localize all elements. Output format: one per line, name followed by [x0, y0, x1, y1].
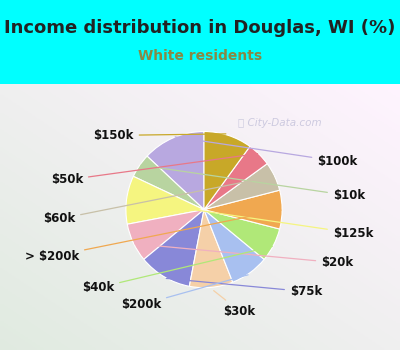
Wedge shape: [204, 132, 250, 210]
Text: $30k: $30k: [214, 290, 256, 317]
Text: $150k: $150k: [93, 129, 226, 142]
Wedge shape: [133, 156, 204, 210]
Wedge shape: [204, 190, 282, 229]
Text: > $200k: > $200k: [25, 210, 281, 263]
Wedge shape: [147, 132, 204, 210]
Text: $200k: $200k: [121, 275, 248, 312]
Wedge shape: [204, 146, 267, 210]
Text: Income distribution in Douglas, WI (%): Income distribution in Douglas, WI (%): [4, 19, 396, 37]
Wedge shape: [144, 210, 204, 286]
Text: $100k: $100k: [175, 137, 358, 168]
Text: $75k: $75k: [166, 278, 322, 298]
Text: $40k: $40k: [82, 246, 272, 294]
Wedge shape: [126, 176, 204, 224]
Wedge shape: [127, 210, 204, 259]
Wedge shape: [189, 210, 233, 288]
Wedge shape: [204, 164, 280, 210]
Text: ⓘ City-Data.com: ⓘ City-Data.com: [238, 118, 322, 127]
Text: White residents: White residents: [138, 49, 262, 63]
Wedge shape: [204, 210, 264, 282]
Text: $125k: $125k: [128, 200, 373, 239]
Text: $10k: $10k: [141, 165, 365, 202]
Text: $50k: $50k: [51, 154, 258, 187]
Text: $60k: $60k: [43, 176, 273, 225]
Wedge shape: [204, 210, 280, 259]
Text: $20k: $20k: [135, 244, 353, 269]
